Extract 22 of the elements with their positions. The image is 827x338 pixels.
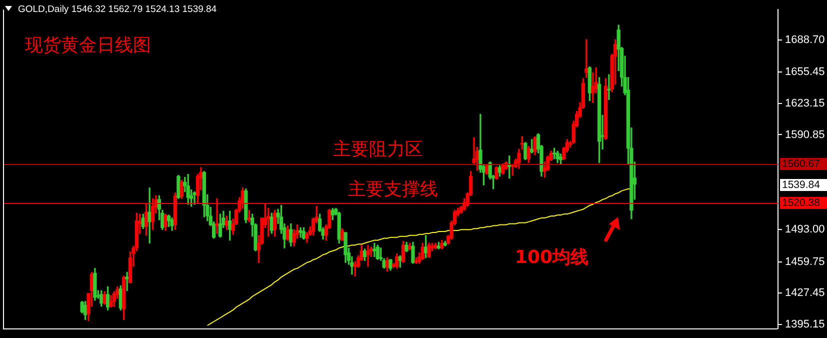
- y-tick-label: 1655.45: [785, 66, 825, 78]
- y-tick-label: 1395.15: [785, 318, 825, 330]
- annotation: 主要阻力区: [333, 139, 423, 160]
- ref-line-label: 1560.67: [780, 158, 827, 170]
- candlestick: [366, 244, 370, 267]
- y-tick-label: 1493.00: [785, 224, 825, 236]
- annotation: GOLD,Daily 1546.32 1562.79 1524.13 1539.84: [18, 4, 217, 15]
- candlestick: [584, 39, 588, 78]
- y-tick-label: 1688.70: [785, 34, 825, 46]
- candlestick: [372, 242, 376, 258]
- annotation: 100均线: [515, 247, 589, 268]
- candlestick: [148, 188, 152, 244]
- y-tick-label: 1459.75: [785, 256, 825, 268]
- y-tick-label: 1590.85: [785, 128, 825, 141]
- annotation: 主要支撑线: [348, 179, 438, 200]
- candlestick: [607, 74, 611, 100]
- ref-line-label: 1520.38: [780, 197, 827, 210]
- y-tick-label: 1623.15: [785, 97, 825, 110]
- text: 1539.84: [780, 179, 827, 191]
- candlestick: [266, 208, 270, 237]
- text: 现货黄金日线图: [25, 35, 151, 56]
- y-tick-label: 1427.45: [785, 287, 825, 300]
